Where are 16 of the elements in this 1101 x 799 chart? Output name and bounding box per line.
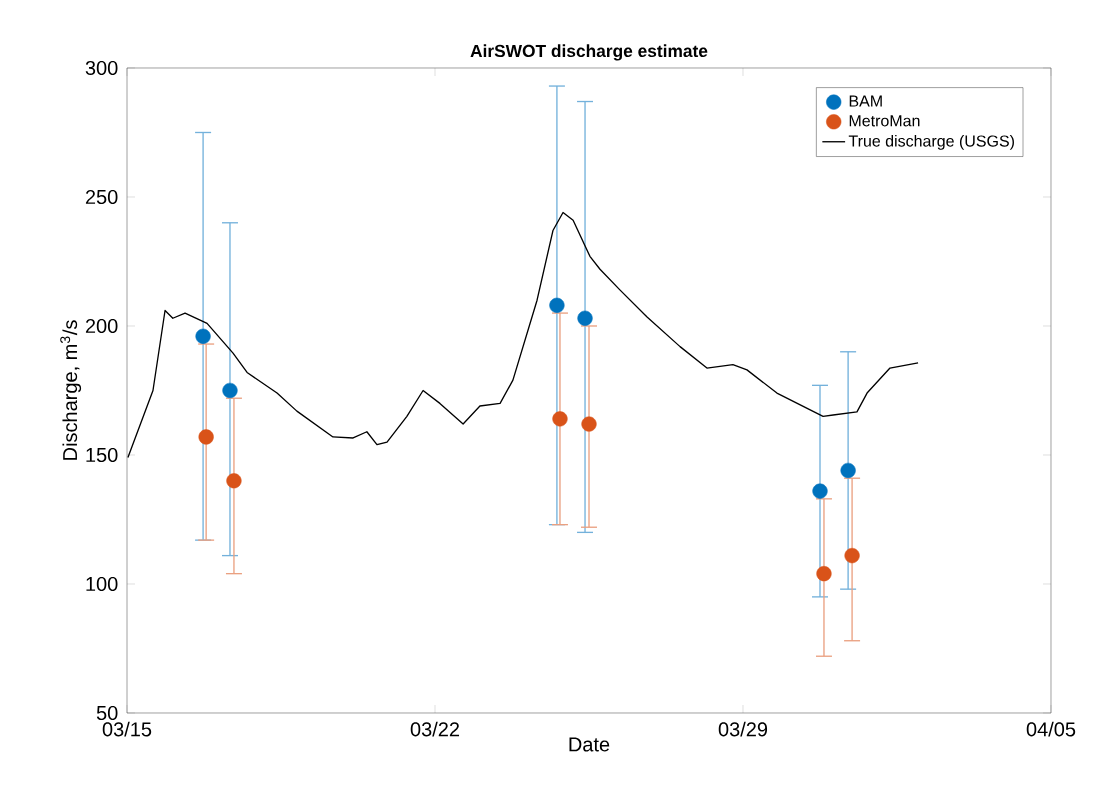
y-tick-label: 100	[86, 576, 118, 592]
legend-label: True discharge (USGS)	[848, 134, 1014, 150]
chart-title: AirSWOT discharge estimate	[470, 44, 708, 61]
y-tick-label: 300	[85, 60, 118, 76]
x-tick-label: 03/22	[410, 721, 460, 737]
legend-label: MetroMan	[849, 115, 920, 127]
x-tick-label: 03/15	[102, 721, 152, 737]
y-axis-title: Discharge, m$^{3}$/s	[60, 320, 82, 460]
x-tick-label: 04/05	[1026, 721, 1076, 737]
y-tick-label: 150	[86, 447, 118, 463]
y-tick-label: 50	[96, 705, 118, 721]
y-tick-label: 200	[85, 318, 118, 334]
y-tick-label: 250	[85, 189, 118, 205]
x-axis-title: Date	[569, 737, 610, 752]
legend-label: BAM	[849, 95, 882, 107]
x-tick-label: 03/29	[718, 721, 768, 737]
